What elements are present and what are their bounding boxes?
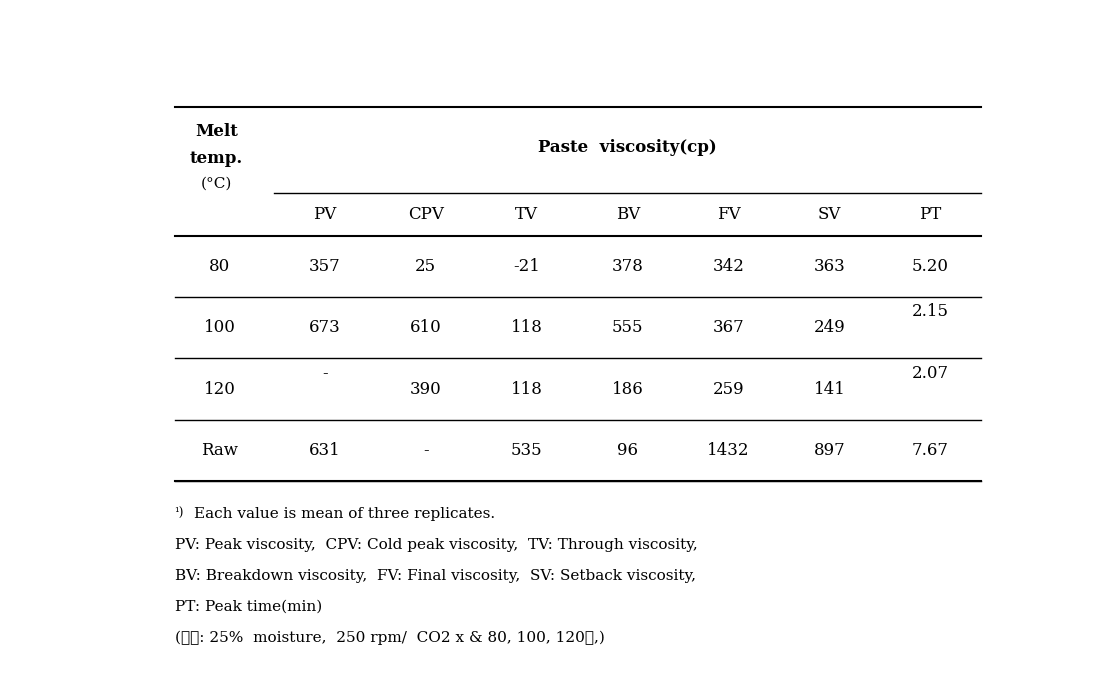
Text: 342: 342	[713, 257, 744, 275]
Text: 186: 186	[612, 381, 643, 398]
Text: 363: 363	[814, 257, 846, 275]
Text: FV: FV	[717, 205, 741, 223]
Text: 141: 141	[814, 381, 846, 398]
Text: 249: 249	[814, 319, 846, 337]
Text: 390: 390	[410, 381, 442, 398]
Text: 535: 535	[511, 442, 543, 459]
Text: 673: 673	[309, 319, 340, 337]
Text: 2.15: 2.15	[912, 303, 949, 321]
Text: 25: 25	[415, 257, 436, 275]
Text: (°C): (°C)	[200, 177, 232, 191]
Text: -: -	[423, 442, 429, 459]
Text: ¹): ¹)	[175, 507, 184, 520]
Text: 80: 80	[209, 257, 231, 275]
Text: 2.07: 2.07	[912, 365, 949, 382]
Text: Melt: Melt	[195, 124, 238, 140]
Text: 555: 555	[612, 319, 643, 337]
Text: 1432: 1432	[707, 442, 750, 459]
Text: (조건: 25%  moisture,  250 rpm/  CO2 x & 80, 100, 120도,): (조건: 25% moisture, 250 rpm/ CO2 x & 80, …	[175, 631, 604, 645]
Text: -: -	[322, 365, 328, 382]
Text: BV: BV	[615, 205, 640, 223]
Text: 7.67: 7.67	[912, 442, 949, 459]
Text: PV: PV	[313, 205, 337, 223]
Text: 96: 96	[618, 442, 638, 459]
Text: 610: 610	[410, 319, 442, 337]
Text: 357: 357	[309, 257, 340, 275]
Text: 120: 120	[204, 381, 235, 398]
Text: SV: SV	[818, 205, 841, 223]
Text: 100: 100	[204, 319, 235, 337]
Text: PT: Peak time(min): PT: Peak time(min)	[175, 600, 322, 614]
Text: Each value is mean of three replicates.: Each value is mean of three replicates.	[194, 507, 495, 521]
Text: 378: 378	[612, 257, 643, 275]
Text: CPV: CPV	[407, 205, 444, 223]
Text: PV: Peak viscosity,  CPV: Cold peak viscosity,  TV: Through viscosity,: PV: Peak viscosity, CPV: Cold peak visco…	[175, 538, 697, 552]
Text: Paste  viscosity(cp): Paste viscosity(cp)	[538, 139, 717, 156]
Text: Raw: Raw	[201, 442, 238, 459]
Text: temp.: temp.	[190, 150, 243, 167]
Text: BV: Breakdown viscosity,  FV: Final viscosity,  SV: Setback viscosity,: BV: Breakdown viscosity, FV: Final visco…	[175, 569, 696, 583]
Text: 5.20: 5.20	[912, 257, 949, 275]
Text: 118: 118	[510, 381, 543, 398]
Text: 259: 259	[713, 381, 744, 398]
Text: 367: 367	[713, 319, 744, 337]
Text: TV: TV	[515, 205, 538, 223]
Text: 118: 118	[510, 319, 543, 337]
Text: -21: -21	[514, 257, 540, 275]
Text: PT: PT	[920, 205, 942, 223]
Text: 631: 631	[309, 442, 340, 459]
Text: 897: 897	[814, 442, 846, 459]
